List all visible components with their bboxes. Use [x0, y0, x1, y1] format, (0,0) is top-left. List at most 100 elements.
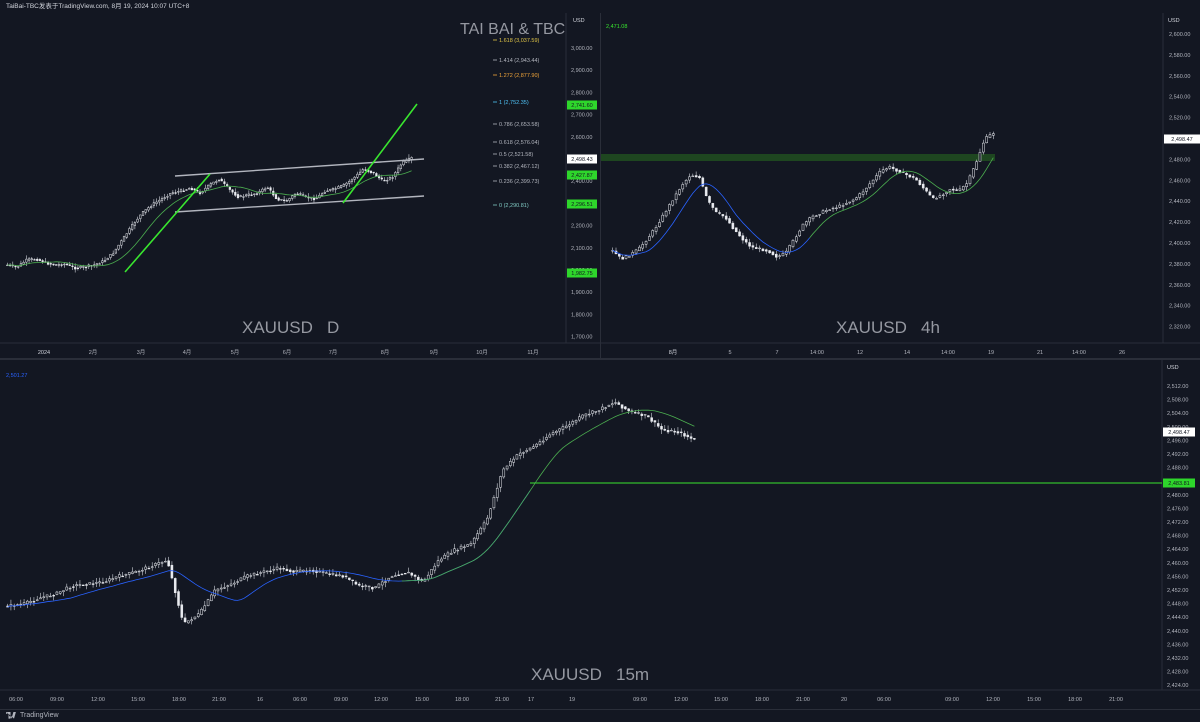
m15-time-tick: 12:00 [374, 697, 388, 703]
m15-candle [380, 581, 384, 586]
m15-candle [55, 591, 59, 595]
fib-level-label: 0 (2,290.81) [499, 203, 529, 209]
daily-candle [342, 184, 345, 187]
m15-candle [39, 597, 42, 600]
daily-candle [329, 189, 332, 191]
h4-candle [988, 134, 992, 138]
m15-candle [400, 573, 404, 576]
m15-chart-canvas[interactable]: USD2,501.272,512.002,508.002,504.002,500… [0, 360, 1200, 709]
m15-candle [469, 543, 473, 546]
daily-candle [356, 173, 359, 178]
daily-price-tick: 2,800.00 [571, 90, 592, 96]
daily-price-tick: 1,800.00 [571, 312, 592, 318]
h4-candle [661, 214, 665, 222]
m15-time-tick: 18:00 [455, 697, 469, 703]
h4-candle [931, 195, 935, 198]
h4-chart-panel[interactable]: USD 2,471.08 2,600.00 2,580.00 2,560.00 2,540… [601, 13, 1200, 358]
m15-candle [679, 431, 683, 433]
horizontal-divider[interactable] [0, 358, 1200, 360]
m15-time-tick: 15:00 [714, 697, 728, 703]
h4-price-tick: 2,540.00 [1169, 95, 1190, 101]
m15-candle [584, 413, 588, 417]
h4-candle [664, 211, 668, 217]
h4-candle [965, 183, 968, 188]
h4-price-tick: 2,420.00 [1169, 220, 1190, 226]
daily-candle [326, 190, 329, 192]
h4-support-zone[interactable] [601, 154, 995, 161]
m15-candle [58, 591, 62, 594]
h4-candle [634, 249, 638, 254]
h4-candle [831, 207, 835, 210]
m15-candle [643, 414, 647, 416]
m15-candle [561, 426, 565, 430]
daily-price-tag-high-bg [567, 100, 597, 110]
daily-candle [212, 181, 215, 185]
h4-candle [881, 169, 885, 173]
daily-candle [361, 169, 364, 173]
m15-price-tick: 2,428.00 [1167, 670, 1188, 676]
daily-brand-text: TAI BAI & TBC [460, 21, 566, 38]
m15-price-tick: 2,488.00 [1167, 466, 1188, 472]
m15-candle [515, 454, 519, 460]
daily-candle [166, 196, 169, 198]
m15-candle [647, 415, 650, 418]
daily-candle [160, 198, 164, 201]
daily-candle [215, 181, 218, 183]
m15-candle [62, 590, 65, 592]
m15-candle [446, 552, 450, 557]
trendline-1[interactable] [124, 173, 211, 273]
h4-candle [624, 255, 628, 259]
daily-chart-panel[interactable]: USD 3,000.00 2,900.00 2,800.00 2,700.00 2,600… [0, 13, 600, 358]
daily-candle [182, 190, 185, 192]
h4-candle [951, 188, 955, 191]
m15-candle [476, 533, 479, 540]
daily-candle [399, 164, 402, 169]
m15-candle [242, 575, 246, 580]
m15-candle [407, 571, 410, 574]
h4-time-tick: 14:00 [810, 350, 824, 356]
m15-time-tick: 21:00 [212, 697, 226, 703]
daily-candle [302, 194, 305, 196]
m15-candle [42, 596, 46, 599]
daily-time-tick: 11月 [527, 349, 538, 356]
daily-chart-canvas[interactable]: USD 3,000.00 2,900.00 2,800.00 2,700.00 2,600… [0, 13, 600, 358]
m15-candle [574, 420, 578, 423]
m15-candle [403, 572, 407, 575]
channel-lower-line[interactable] [174, 195, 425, 213]
m15-candle [633, 412, 637, 414]
daily-candle [285, 200, 288, 202]
m15-chart-panel[interactable]: USD2,501.272,512.002,508.002,504.002,500… [0, 360, 1200, 709]
m15-candle [528, 447, 532, 451]
m15-candle [670, 429, 673, 432]
channel-upper-line[interactable] [174, 158, 425, 177]
m15-candle [689, 436, 693, 439]
h4-candle [724, 215, 728, 220]
daily-candle [220, 178, 223, 182]
daily-candle [386, 180, 389, 182]
m15-candle [285, 568, 289, 572]
daily-candle [375, 173, 378, 177]
vertical-divider[interactable] [600, 13, 601, 358]
m15-price-tick: 2,492.00 [1167, 452, 1188, 458]
h4-candle [764, 249, 768, 252]
h4-candle [738, 231, 741, 237]
daily-candle [321, 193, 324, 196]
daily-candle [57, 264, 61, 266]
m15-candle [321, 571, 325, 573]
daily-candle [312, 197, 316, 201]
m15-price-tag-current-text: 2,498.47 [1168, 430, 1189, 436]
daily-candle [98, 263, 101, 265]
m15-candle [551, 432, 555, 435]
h4-candle [851, 199, 855, 202]
daily-candle [33, 259, 36, 261]
daily-candle [340, 185, 343, 188]
m15-candle [387, 577, 391, 581]
m15-candle [601, 406, 604, 410]
m15-candle [587, 413, 591, 416]
daily-candle [106, 258, 109, 261]
m15-time-tick: 12:00 [674, 697, 688, 703]
m15-candle [564, 425, 568, 429]
trendline-2[interactable] [342, 103, 418, 204]
m15-price-tick: 2,432.00 [1167, 656, 1188, 662]
h4-chart-canvas[interactable]: USD 2,471.08 2,600.00 2,580.00 2,560.00 2,540… [601, 13, 1200, 358]
